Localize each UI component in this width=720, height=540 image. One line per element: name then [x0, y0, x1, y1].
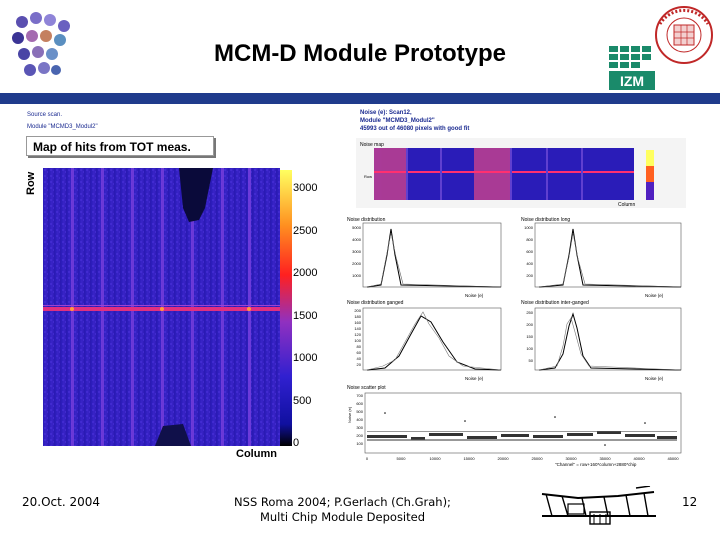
colorbar-tick: 1000	[293, 352, 318, 364]
plot-title: Noise distribution ganged	[347, 300, 404, 306]
collaboration-seal-icon	[655, 6, 713, 64]
scatter-ylabel: Noise (e)	[347, 406, 352, 423]
svg-text:4000: 4000	[352, 237, 362, 242]
svg-text:80: 80	[357, 344, 362, 349]
colorbar-tick: 500	[293, 395, 312, 407]
plot-title: Noise distribution long	[521, 217, 570, 223]
plot-title: Noise distribution inter-ganged	[521, 300, 589, 306]
colorbar-tick: 0	[293, 437, 300, 449]
svg-text:0: 0	[366, 456, 369, 461]
svg-text:2000: 2000	[352, 261, 362, 266]
svg-text:600: 600	[526, 249, 533, 254]
svg-text:5000: 5000	[397, 456, 407, 461]
noise-map-ylabel: Row	[364, 174, 372, 179]
colorbar-tick: 1500	[293, 310, 318, 322]
svg-text:40000: 40000	[633, 456, 645, 461]
scatter-title: Noise scatter plot	[347, 385, 386, 391]
svg-text:180: 180	[354, 314, 361, 319]
svg-text:100: 100	[356, 441, 363, 446]
svg-text:150: 150	[526, 334, 533, 339]
footer-line2: Multi Chip Module Deposited	[259, 510, 426, 524]
svg-text:20: 20	[357, 362, 362, 367]
footer-line1: NSS Roma 2004; P.Gerlach (Ch.Grah);	[234, 495, 451, 509]
svg-text:200: 200	[354, 308, 361, 313]
svg-text:200: 200	[356, 433, 363, 438]
noise-distribution-plot: Noise distribution Noise (e) 5000 4000 3…	[347, 217, 502, 298]
svg-text:10000: 10000	[429, 456, 441, 461]
svg-text:60: 60	[357, 350, 362, 355]
colorbar-tick: 2000	[293, 267, 318, 279]
plot-xlabel: Noise (e)	[465, 376, 484, 381]
svg-text:1000: 1000	[352, 273, 362, 278]
svg-text:30000: 30000	[565, 456, 577, 461]
plot-xlabel: Noise (e)	[645, 293, 664, 298]
izm-label: IZM	[620, 73, 644, 89]
svg-text:40: 40	[357, 356, 362, 361]
hit-map-heatmap	[43, 168, 280, 446]
map-title: Map of hits from TOT meas.	[26, 136, 214, 156]
svg-text:700: 700	[356, 393, 363, 398]
svg-text:600: 600	[356, 401, 363, 406]
plot-xlabel: Noise (e)	[465, 293, 484, 298]
noise-heading-line1: Noise (e): Scan12,	[360, 110, 412, 116]
svg-text:3000: 3000	[352, 249, 362, 254]
svg-text:5000: 5000	[352, 225, 362, 230]
footer-citation: NSS Roma 2004; P.Gerlach (Ch.Grah); Mult…	[200, 495, 485, 525]
noise-heading-line3: 45993 out of 46080 pixels with good fit	[360, 126, 470, 132]
module-name-text: Module "MCMD3_Modul2"	[27, 124, 98, 130]
svg-text:140: 140	[354, 326, 361, 331]
noise-map-title: Noise map	[360, 142, 384, 148]
page-number: 12	[682, 495, 698, 509]
svg-text:15000: 15000	[463, 456, 475, 461]
column-axis-label: Column	[236, 448, 277, 460]
svg-text:100: 100	[354, 338, 361, 343]
header-bar	[0, 93, 720, 104]
svg-text:300: 300	[356, 425, 363, 430]
atlas-detector-logo-icon	[541, 486, 656, 525]
svg-text:160: 160	[354, 320, 361, 325]
colorbar	[280, 170, 292, 446]
noise-distribution-inter-ganged-plot: Noise distribution inter-ganged Noise (e…	[521, 300, 682, 381]
svg-text:50: 50	[529, 358, 534, 363]
plot-xlabel: Noise (e)	[645, 376, 664, 381]
colorbar-tick: 2500	[293, 225, 318, 237]
plot-title: Noise distribution	[347, 217, 386, 223]
institute-logo-icon	[12, 12, 70, 76]
footer-date: 20.Oct. 2004	[22, 495, 100, 509]
svg-text:35000: 35000	[599, 456, 611, 461]
scatter-xlabel: "Channel" = row+160*column+2880*chip	[555, 462, 637, 467]
noise-distribution-long-plot: Noise distribution long Noise (e) 1000 8…	[521, 217, 682, 298]
svg-text:45000: 45000	[667, 456, 679, 461]
izm-logo-icon: IZM	[609, 46, 655, 90]
source-scan-text: Source scan.	[27, 112, 63, 118]
svg-text:100: 100	[526, 346, 533, 351]
svg-text:200: 200	[526, 322, 533, 327]
svg-text:1000: 1000	[524, 225, 534, 230]
svg-text:200: 200	[526, 273, 533, 278]
svg-text:500: 500	[356, 409, 363, 414]
colorbar-tick: 3000	[293, 182, 318, 194]
svg-text:20000: 20000	[497, 456, 509, 461]
noise-map-plot: Noise map Row Column	[356, 138, 686, 208]
svg-text:400: 400	[526, 261, 533, 266]
row-axis-label: Row	[25, 171, 37, 195]
noise-map-xlabel: Column	[618, 202, 635, 208]
svg-text:120: 120	[354, 332, 361, 337]
svg-text:400: 400	[356, 417, 363, 422]
noise-distribution-ganged-plot: Noise distribution ganged Noise (e) 200 …	[347, 300, 502, 381]
noise-heading-line2: Module "MCMD3_Modul2"	[360, 118, 435, 124]
svg-text:250: 250	[526, 310, 533, 315]
noise-scatter-plot: Noise scatter plot Noise (e) 700 600 500…	[347, 385, 682, 467]
page-title: MCM-D Module Prototype	[214, 40, 506, 67]
svg-text:800: 800	[526, 237, 533, 242]
svg-text:25000: 25000	[531, 456, 543, 461]
